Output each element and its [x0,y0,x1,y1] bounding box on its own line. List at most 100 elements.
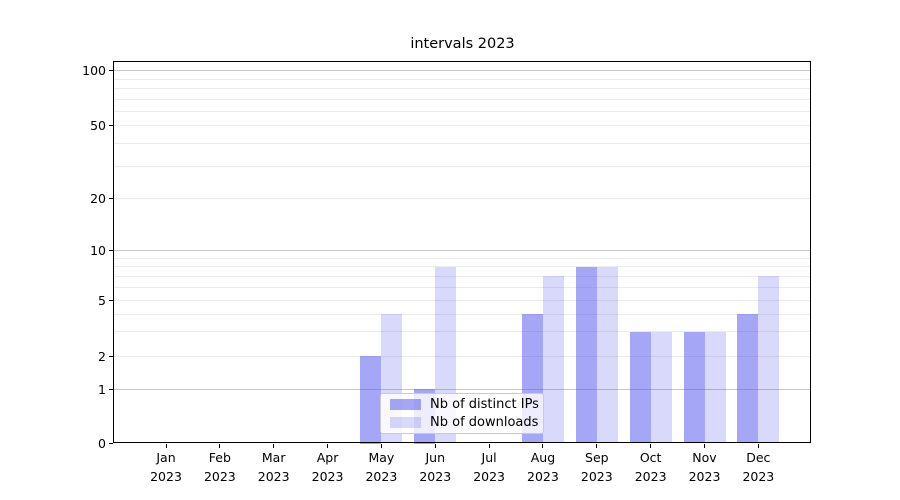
x-tick-month: Oct [639,450,662,465]
y-tick-mark-2 [109,355,113,357]
gridline-minor-90 [114,78,811,80]
x-tick-label-dec: Dec 2023 [729,449,787,486]
bar-nb-of-downloads-oct [650,331,672,444]
y-tick-label-20: 20 [90,190,106,206]
x-tick-year: 2023 [203,468,236,484]
legend-label-distinct-ips: Nb of distinct IPs [430,397,539,412]
x-tick-year: 2023 [580,468,613,484]
gridline-minor-30 [114,165,811,167]
chart-title: intervals 2023 [410,36,515,52]
y-tick-mark-5 [109,300,113,302]
gridline-minor-6 [114,287,811,289]
x-tick-month: Mar [261,450,286,465]
bar-nb-of-downloads-sep [596,266,618,444]
x-tick-year: 2023 [742,468,775,484]
gridline-minor-7 [114,275,811,277]
y-tick-mark-1 [109,388,113,390]
y-tick-label-100: 100 [82,63,106,79]
x-tick-year: 2023 [257,468,290,484]
x-tick-mark-apr [327,444,329,448]
x-tick-label-mar: Mar 2023 [245,449,303,486]
y-tick-mark-50 [109,125,113,127]
bar-nb-of-distinct-ips-sep [575,266,597,444]
x-tick-label-feb: Feb 2023 [191,449,249,486]
x-tick-label-sep: Sep 2023 [568,449,626,486]
legend-label-downloads: Nb of downloads [430,415,539,430]
legend-swatch-distinct-ips [390,399,421,410]
x-tick-year: 2023 [150,468,182,484]
gridline-minor-4 [114,313,811,315]
gridline-major-10 [114,250,811,252]
gridline-minor-60 [114,110,811,112]
y-tick-mark-0 [109,443,113,444]
x-tick-year: 2023 [688,468,721,484]
x-tick-mark-jan [165,444,167,448]
legend-swatch-downloads [390,417,421,428]
x-tick-mark-oct [650,444,652,448]
bar-nb-of-downloads-aug [542,276,564,444]
bar-nb-of-downloads-nov [704,331,726,444]
x-tick-month: Jul [481,450,497,465]
bar-nb-of-distinct-ips-dec [737,314,759,444]
y-tick-mark-10 [109,250,113,252]
x-tick-year: 2023 [311,468,344,484]
gridline-minor-9 [114,257,811,259]
legend-item-downloads: Nb of downloads [390,415,539,430]
x-tick-label-nov: Nov 2023 [676,449,734,486]
y-tick-label-1: 1 [98,381,106,397]
y-tick-mark-100 [109,70,113,72]
x-tick-month: Dec [746,450,771,465]
x-tick-month: Apr [316,450,339,465]
gridline-minor-70 [114,98,811,100]
bar-nb-of-distinct-ips-oct [629,331,651,444]
gridline-minor-5 [114,300,811,302]
x-tick-month: Jun [425,450,446,465]
gridline-minor-8 [114,266,811,268]
gridline-minor-80 [114,87,811,89]
y-tick-label-0: 0 [98,436,106,451]
x-tick-year: 2023 [419,468,452,484]
gridline-major-100 [114,70,811,72]
y-tick-mark-20 [109,197,113,199]
legend-item-distinct-ips: Nb of distinct IPs [390,397,539,412]
y-tick-label-10: 10 [90,243,106,259]
y-tick-label-50: 50 [90,118,106,134]
x-tick-label-jul: Jul 2023 [460,449,518,486]
x-tick-month: Aug [530,450,556,465]
x-tick-month: Feb [208,450,231,465]
gridline-minor-50 [114,125,811,127]
bar-nb-of-distinct-ips-may [360,356,382,444]
y-tick-label-5: 5 [98,293,106,309]
x-tick-mark-dec [757,444,759,448]
gridline-major-1 [114,388,811,390]
x-tick-mark-feb [219,444,221,448]
gridline-minor-40 [114,142,811,144]
x-tick-mark-aug [542,444,544,448]
x-tick-year: 2023 [473,468,505,484]
x-tick-year: 2023 [527,468,559,484]
gridline-minor-2 [114,355,811,357]
gridline-minor-20 [114,197,811,199]
x-tick-year: 2023 [365,468,398,484]
x-tick-month: May [368,450,395,465]
bar-nb-of-downloads-dec [758,276,780,444]
x-tick-mark-may [380,444,382,448]
legend: Nb of distinct IPs Nb of downloads [380,393,544,434]
x-tick-label-oct: Oct 2023 [622,449,680,486]
x-tick-month: Nov [692,450,717,465]
bar-nb-of-distinct-ips-nov [683,331,705,444]
x-tick-label-may: May 2023 [352,449,410,486]
x-tick-label-jun: Jun 2023 [406,449,464,486]
x-tick-label-jan: Jan 2023 [137,449,195,486]
x-tick-month: Sep [585,450,609,465]
x-tick-mark-nov [704,444,705,448]
x-tick-year: 2023 [634,468,667,484]
x-tick-label-aug: Aug 2023 [514,449,572,486]
x-tick-month: Jan [156,450,176,465]
y-tick-label-2: 2 [98,348,106,364]
gridline-minor-3 [114,331,811,333]
x-tick-mark-jun [434,444,436,448]
x-tick-mark-mar [273,444,275,448]
x-tick-mark-sep [596,444,598,448]
